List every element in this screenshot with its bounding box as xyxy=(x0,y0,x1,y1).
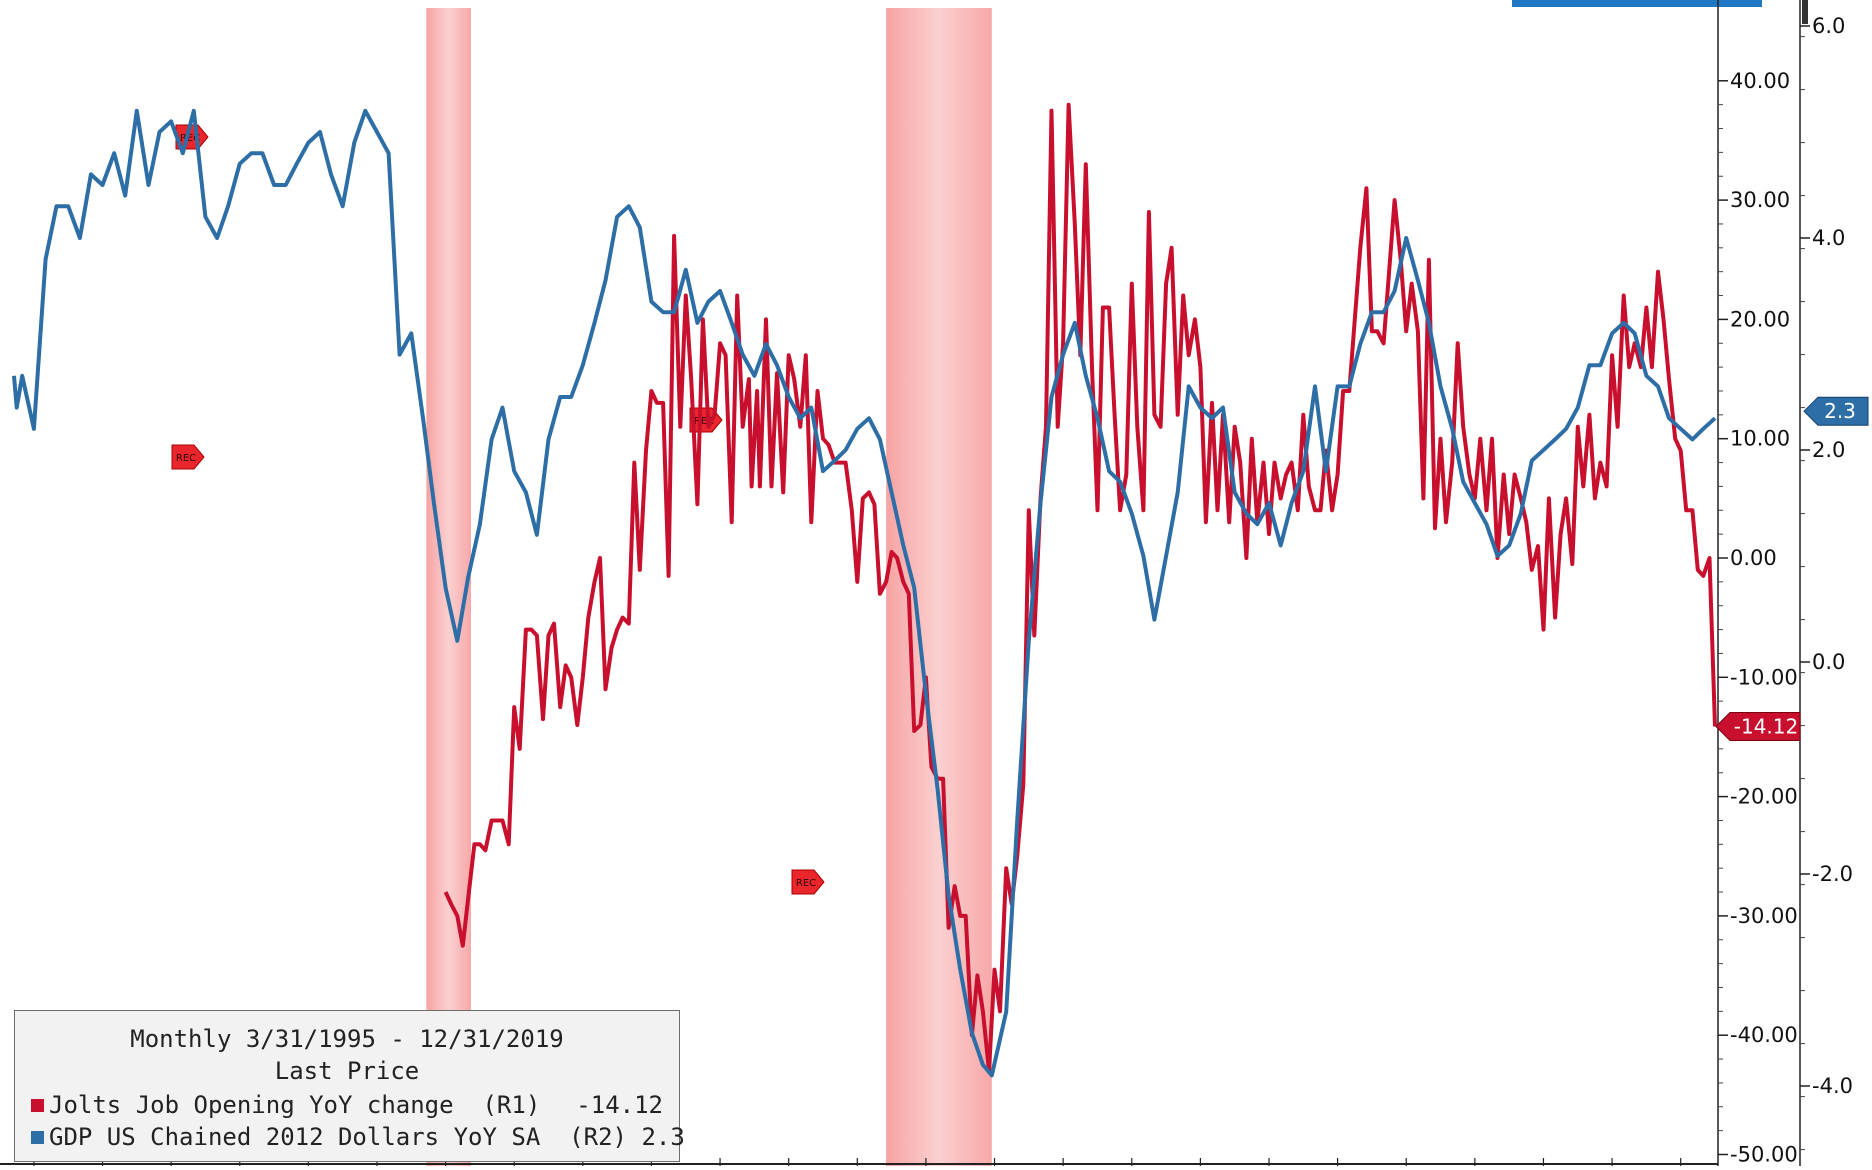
y-r1-tick-label: -50.00 xyxy=(1730,1143,1798,1167)
legend-price-label: Last Price xyxy=(274,1057,420,1085)
y-r1-tick-label: -10.00 xyxy=(1730,665,1798,689)
legend-value-gdp: 2.3 xyxy=(641,1123,685,1151)
last-value-tags: -14.12 2.3 xyxy=(1715,396,1869,741)
y-axis-r1: 40.00 30.00 20.00 10.00 0.00 -10.00 -20.00 -30.… xyxy=(1717,0,1798,1167)
rec-marker-1 xyxy=(171,444,205,470)
rec-marker-label-3: REC xyxy=(796,878,816,889)
rec-marker-label-2: REC xyxy=(694,416,714,427)
y-r2-tick-label: -4.0 xyxy=(1812,1074,1853,1098)
last-tag-gdp-label: 2.3 xyxy=(1824,399,1856,423)
y-r1-tick-label: -30.00 xyxy=(1730,904,1798,928)
last-tag-jolts-label: -14.12 xyxy=(1734,714,1798,738)
y-r1-tick-label: -40.00 xyxy=(1730,1023,1798,1047)
top-accent-bar xyxy=(1512,0,1762,7)
rec-marker-label-0: REC xyxy=(180,133,200,144)
legend-value-jolts: -14.12 xyxy=(576,1091,663,1119)
legend: Monthly 3/31/1995 - 12/31/2019 Last Pric… xyxy=(14,1010,685,1162)
series-line-jolts xyxy=(443,102,1717,1073)
legend-swatch-jolts xyxy=(31,1099,44,1112)
recession-band-0 xyxy=(426,8,471,1166)
last-tag-gdp xyxy=(1803,396,1869,426)
y-r1-tick-label: 30.00 xyxy=(1730,188,1790,212)
rec-marker-3 xyxy=(791,869,825,895)
legend-swatch-gdp xyxy=(31,1131,44,1144)
y-axis-r2: 6.0 4.0 2.0 0.0 -2.0 -4.0 xyxy=(1799,0,1853,1166)
y-r1-tick-label: -20.00 xyxy=(1730,785,1798,809)
y-r1-tick-label: 40.00 xyxy=(1730,69,1790,93)
y-r2-tick-label: 6.0 xyxy=(1812,14,1845,38)
legend-entry-gdp: GDP US Chained 2012 Dollars YoY SA (R2) … xyxy=(31,1123,685,1153)
series-lines xyxy=(12,102,1717,1078)
legend-period: Monthly 3/31/1995 - 12/31/2019 xyxy=(130,1025,564,1053)
y-r2-tick-label: -2.0 xyxy=(1812,862,1853,886)
y-r1-tick-label: 0.00 xyxy=(1730,546,1777,570)
series-line-gdp xyxy=(12,108,1717,1078)
rec-marker-label-1: REC xyxy=(176,453,196,464)
legend-entry-jolts: Jolts Job Opening YoY change (R1) -14.12 xyxy=(31,1091,663,1121)
y-r1-tick-label: 10.00 xyxy=(1730,427,1790,451)
y-r2-tick-label: 2.0 xyxy=(1812,438,1845,462)
y-r2-tick-label: 0.0 xyxy=(1812,650,1845,674)
legend-name-gdp: GDP US Chained 2012 Dollars YoY SA (R2) … xyxy=(49,1123,685,1151)
legend-name-jolts-text: Jolts Job Opening YoY change xyxy=(49,1091,454,1119)
recession-markers: REC REC REC REC xyxy=(171,124,825,895)
legend-name-gdp-text: GDP US Chained 2012 Dollars YoY SA xyxy=(49,1123,541,1151)
y-r1-tick-label: 20.00 xyxy=(1730,307,1790,331)
legend-name-jolts: Jolts Job Opening YoY change (R1) xyxy=(49,1091,541,1119)
last-tag-jolts xyxy=(1715,711,1801,741)
y-r2-tick-label: 4.0 xyxy=(1812,226,1845,250)
